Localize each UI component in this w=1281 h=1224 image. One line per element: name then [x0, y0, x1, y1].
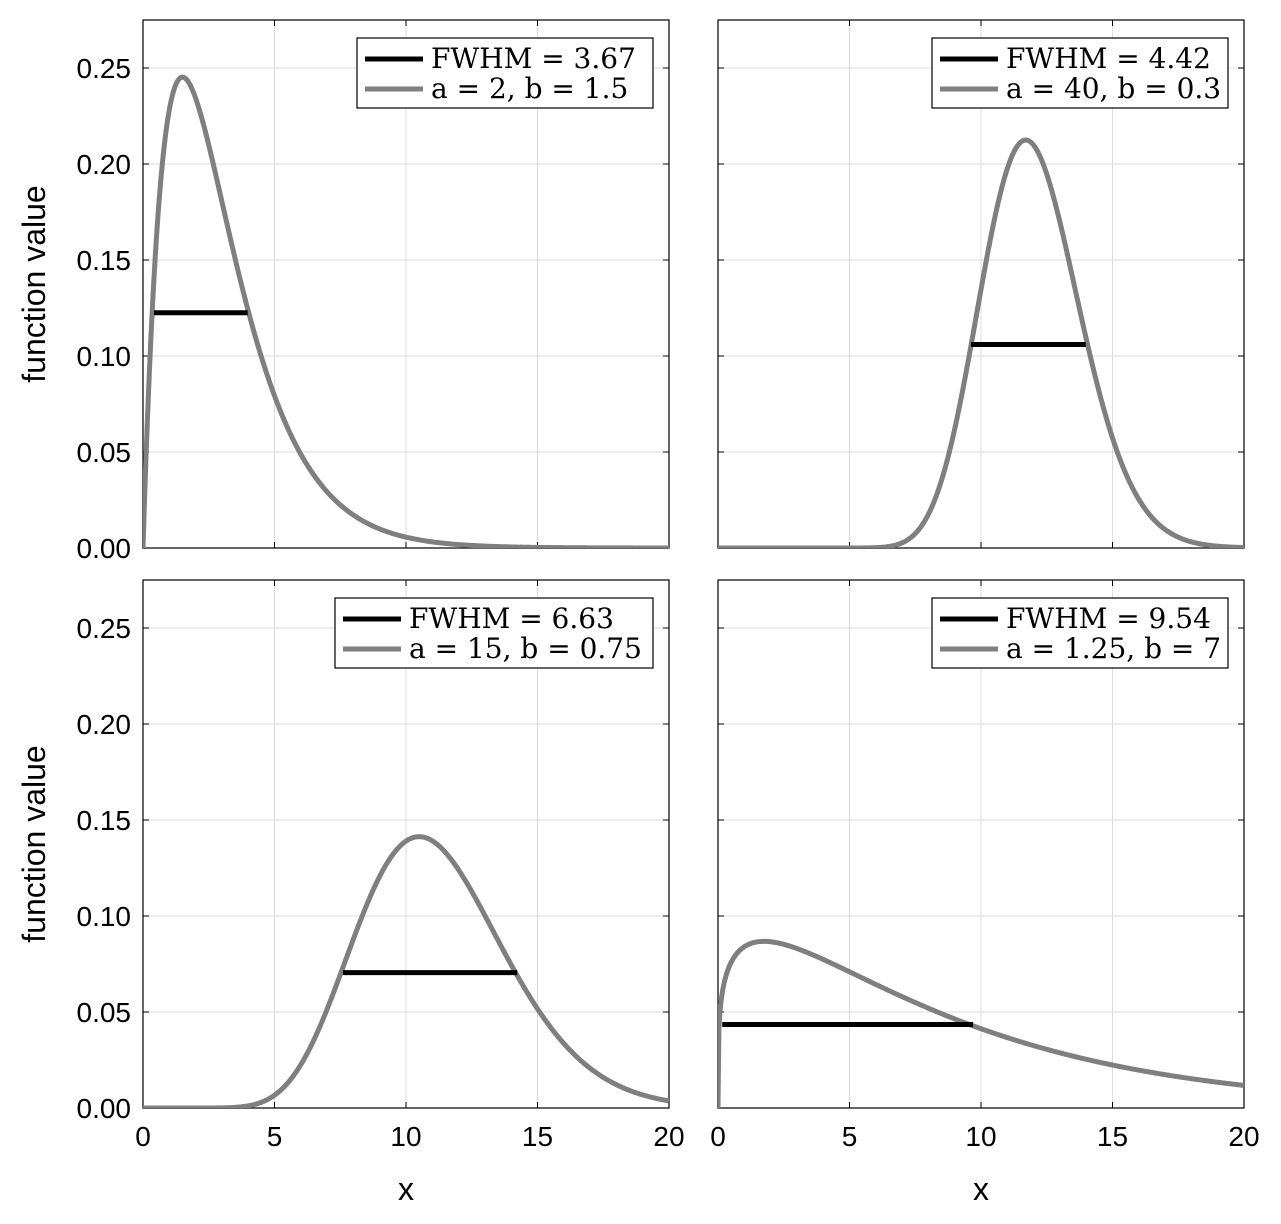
y-tick-label: 0.00 — [77, 533, 132, 564]
y-tick-label: 0.25 — [77, 613, 132, 644]
y-tick-label: 0.05 — [77, 997, 132, 1028]
gamma-curve — [143, 74, 669, 548]
panel-top-left: 0.00 0.05 0.10 0.15 0.20 0.25 function value FW… — [16, 19, 670, 564]
x-tick-label: 5 — [267, 1121, 283, 1152]
y-tick-label: 0.10 — [77, 341, 132, 372]
y-axis-label: function value — [16, 185, 52, 382]
x-tick-label: 15 — [1097, 1121, 1128, 1152]
legend: FWHM = 9.54a = 1.25, b = 7 — [931, 597, 1229, 669]
y-tick-label: 0.15 — [77, 245, 132, 276]
legend-label: FWHM = 3.67 — [431, 42, 636, 75]
x-tick-label: 20 — [653, 1121, 684, 1152]
x-tick-label: 0 — [710, 1121, 726, 1152]
gamma-curve — [718, 137, 1244, 548]
y-tick-label: 0.05 — [77, 437, 132, 468]
legend-label: a = 2, b = 1.5 — [431, 72, 628, 105]
panel-bottom-left: 0 5 10 15 20 0.00 0.05 0.10 0.15 0.20 0.25 function… — [16, 579, 685, 1207]
x-axis-label: x — [398, 1171, 414, 1207]
panel-bottom-right: 0 5 10 15 20 x FWHM = 9.54a = 1.25, b = 7 — [710, 579, 1260, 1207]
y-axis-label: function value — [16, 745, 52, 942]
x-axis-label: x — [973, 1171, 989, 1207]
x-tick-label: 5 — [842, 1121, 858, 1152]
legend-label: a = 15, b = 0.75 — [409, 632, 642, 665]
panel-top-right: FWHM = 4.42a = 40, b = 0.3 — [717, 19, 1245, 549]
y-tick-label: 0.20 — [77, 709, 132, 740]
legend-label: FWHM = 9.54 — [1006, 602, 1211, 635]
legend-label: a = 40, b = 0.3 — [1006, 72, 1221, 105]
x-tick-label: 10 — [390, 1121, 421, 1152]
legend-box — [931, 37, 1229, 109]
legend: FWHM = 4.42a = 40, b = 0.3 — [931, 37, 1229, 109]
x-tick-label: 0 — [135, 1121, 151, 1152]
y-tick-label: 0.25 — [77, 53, 132, 84]
legend: FWHM = 3.67a = 2, b = 1.5 — [356, 37, 654, 109]
legend-box — [334, 597, 654, 669]
legend-box — [931, 597, 1229, 669]
legend-box — [356, 37, 654, 109]
x-tick-label: 15 — [522, 1121, 553, 1152]
y-tick-label: 0.20 — [77, 149, 132, 180]
legend-label: a = 1.25, b = 7 — [1006, 632, 1221, 665]
legend: FWHM = 6.63a = 15, b = 0.75 — [334, 597, 654, 669]
x-tick-label: 10 — [965, 1121, 996, 1152]
gamma-curve — [718, 938, 1244, 1108]
legend-label: FWHM = 6.63 — [409, 602, 614, 635]
y-tick-label: 0.10 — [77, 901, 132, 932]
y-tick-label: 0.15 — [77, 805, 132, 836]
legend-label: FWHM = 4.42 — [1006, 42, 1211, 75]
x-tick-label: 20 — [1228, 1121, 1259, 1152]
gamma-curve — [143, 834, 669, 1108]
y-tick-label: 0.00 — [77, 1093, 132, 1124]
